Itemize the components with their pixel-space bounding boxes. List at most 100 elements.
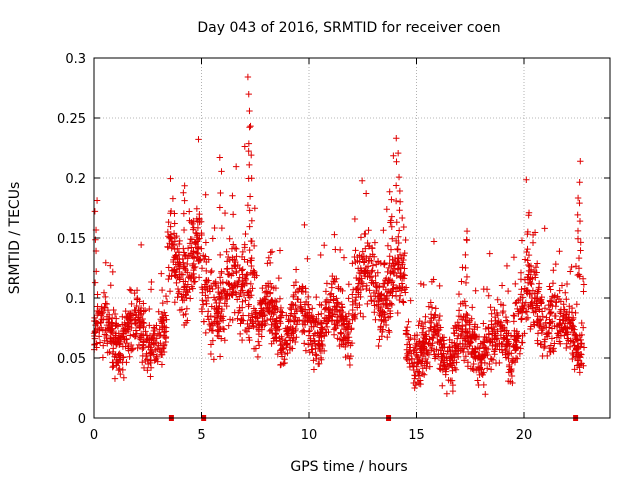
data-point <box>490 326 498 333</box>
data-point <box>376 336 383 343</box>
data-point <box>462 353 470 360</box>
data-point <box>167 234 174 241</box>
data-point <box>116 356 123 363</box>
data-point <box>338 322 346 329</box>
data-point <box>577 350 584 358</box>
data-point <box>158 286 166 294</box>
data-point <box>254 353 262 361</box>
data-point <box>470 360 477 368</box>
data-point <box>120 374 128 381</box>
data-point <box>173 266 181 273</box>
data-point <box>406 363 414 371</box>
data-point <box>248 262 255 270</box>
data-point <box>552 260 559 268</box>
data-point <box>351 215 359 223</box>
data-point <box>433 346 440 353</box>
data-point <box>134 294 141 302</box>
data-point <box>386 276 394 284</box>
data-point <box>207 341 215 348</box>
data-point <box>570 329 577 336</box>
data-point <box>351 315 359 322</box>
data-point <box>229 211 237 218</box>
data-point <box>568 325 575 332</box>
data-point <box>102 259 109 267</box>
data-point <box>181 251 188 259</box>
data-point <box>188 236 196 243</box>
data-point <box>339 308 347 316</box>
data-point <box>462 316 469 324</box>
data-point <box>519 339 526 346</box>
data-point <box>263 316 271 324</box>
data-point <box>186 208 193 215</box>
data-point <box>380 260 388 268</box>
data-point <box>418 358 426 365</box>
data-point <box>211 224 218 232</box>
data-point <box>182 291 190 298</box>
data-point <box>170 241 177 249</box>
data-point <box>576 199 583 207</box>
data-point <box>296 316 303 324</box>
data-point <box>235 278 242 285</box>
data-point <box>395 173 403 181</box>
data-point <box>396 292 404 299</box>
data-point <box>262 320 269 328</box>
data-point <box>137 310 145 317</box>
data-point <box>206 326 213 333</box>
data-point <box>440 350 447 357</box>
data-point <box>300 327 307 334</box>
data-point <box>547 348 554 356</box>
data-point <box>251 268 258 276</box>
data-point <box>253 272 260 279</box>
data-point <box>231 262 238 270</box>
data-point <box>455 290 463 298</box>
data-point <box>394 309 401 317</box>
data-point <box>180 226 188 234</box>
data-point <box>198 245 205 252</box>
data-point <box>217 335 225 342</box>
data-point <box>524 287 532 294</box>
data-point <box>411 384 418 392</box>
data-point <box>514 344 521 351</box>
data-point <box>464 358 472 366</box>
data-point <box>544 330 551 337</box>
data-point <box>387 268 395 276</box>
data-point <box>223 265 231 273</box>
data-point <box>411 375 418 382</box>
data-point <box>302 347 310 354</box>
data-point <box>533 299 540 307</box>
data-point <box>139 341 147 348</box>
data-point <box>577 158 584 165</box>
data-point <box>301 340 308 347</box>
data-point <box>333 295 340 302</box>
data-point <box>570 338 577 346</box>
data-point <box>296 285 303 292</box>
data-point <box>248 217 256 224</box>
data-point <box>225 280 232 287</box>
data-point <box>129 312 137 319</box>
data-point <box>511 312 518 320</box>
data-point <box>518 315 526 322</box>
data-point <box>353 274 360 282</box>
x-tick-label: 5 <box>197 428 205 443</box>
data-point <box>332 319 340 327</box>
data-point <box>333 306 341 314</box>
data-point <box>236 274 243 281</box>
data-point <box>320 347 328 355</box>
data-point <box>234 281 241 288</box>
data-point <box>167 223 174 230</box>
data-point <box>443 357 451 364</box>
data-point <box>236 330 244 338</box>
data-point <box>207 269 215 276</box>
data-point <box>255 327 263 335</box>
data-point <box>349 306 356 314</box>
data-point <box>373 261 380 268</box>
data-point <box>277 304 285 312</box>
data-point <box>425 327 433 335</box>
data-point <box>216 323 223 331</box>
data-point <box>363 285 370 293</box>
data-point <box>480 348 488 355</box>
data-point <box>479 354 486 361</box>
data-point <box>174 255 181 262</box>
data-point <box>96 339 104 346</box>
data-point <box>110 306 117 314</box>
